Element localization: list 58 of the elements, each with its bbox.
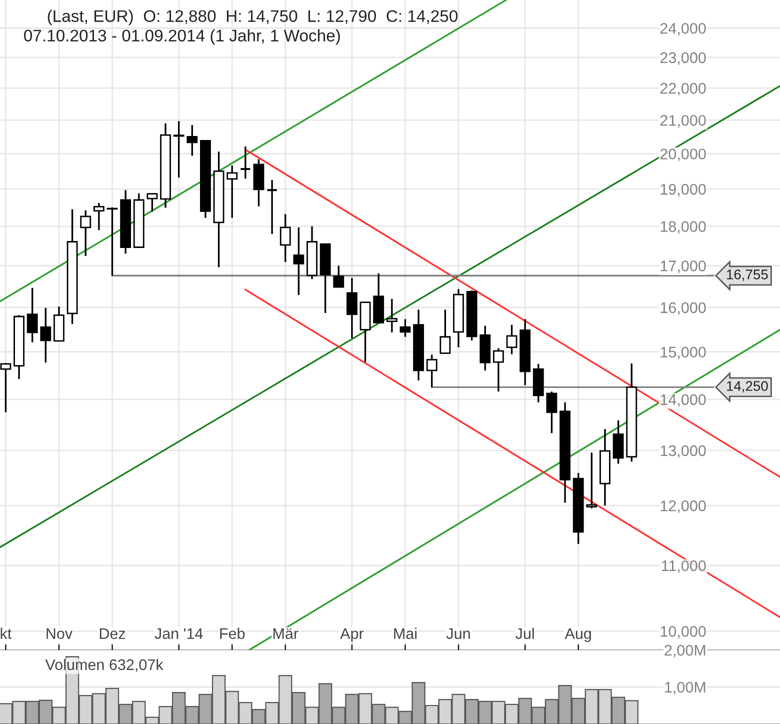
y-tick-label: 24,000: [660, 22, 706, 36]
x-tick-label: Aug: [564, 628, 591, 642]
y-tick-label: 15,000: [660, 346, 706, 360]
candlestick: [146, 192, 158, 212]
candlestick: [492, 347, 504, 392]
x-tick-label: Dez: [100, 628, 126, 639]
y-tick-label: 21,000: [660, 114, 706, 128]
candlestick: [400, 318, 411, 338]
candlestick: [226, 164, 238, 219]
candlestick: [93, 202, 104, 231]
candlestick: [266, 179, 278, 235]
candlestick: [506, 324, 518, 355]
x-tick-label: Mai: [394, 628, 416, 639]
y-tick-label: 11,000: [662, 560, 706, 573]
y-tick-label: 17,000: [660, 260, 706, 274]
candlestick: [26, 287, 38, 344]
text: Volumen 632,07k: [45, 658, 164, 672]
y-tick-label: 12,000: [660, 500, 706, 514]
annotation: 14,250: [726, 381, 768, 393]
candlestick: [173, 120, 184, 178]
candlestick: [386, 298, 398, 334]
candlestick: [40, 307, 52, 364]
y-tick-label: 10,000: [660, 626, 706, 639]
x-tick-label: Jul: [516, 628, 534, 639]
text: (Last, EUR) O: 12,880 H: 14,750 L: 12,790 C: 14,250: [48, 10, 458, 26]
y-tick-label: 16,000: [660, 302, 706, 315]
candlestick: [80, 210, 92, 257]
y-tick-label: 2,00M: [664, 644, 706, 658]
y-tick-label: 20,000: [660, 148, 706, 162]
candlestick: [240, 146, 252, 180]
x-tick-label: Nov: [46, 628, 73, 639]
text: 07.10.2013 - 01.09.2014 (1 Jahr, 1 Woche): [24, 29, 340, 45]
candlestick: [612, 420, 624, 465]
x-tick-label: Mär: [273, 628, 298, 639]
x-tick-label: Apr: [340, 628, 364, 642]
x-tick-label: kt: [0, 628, 12, 639]
y-tick-label: 1,00M: [665, 682, 706, 694]
y-tick-label: 22,000: [660, 82, 706, 96]
y-tick-label: 13,000: [660, 445, 706, 458]
annotation: 16,755: [726, 270, 768, 282]
x-tick-label: Feb: [220, 628, 245, 639]
candlestick: [346, 277, 358, 340]
candlestick: [106, 206, 118, 276]
x-tick-label: Jan '14: [154, 628, 203, 639]
y-tick-label: 19,000: [660, 184, 706, 197]
y-tick-label: 14,000: [660, 394, 706, 407]
candlestick: [440, 308, 451, 354]
candlestick: [280, 213, 291, 263]
candlestick: [546, 390, 558, 434]
candlestick: [186, 124, 198, 157]
candlestick: [333, 264, 344, 288]
x-tick-label: Jun: [446, 628, 470, 639]
candlestick: [426, 354, 438, 388]
candlestick: [586, 452, 598, 510]
y-tick-label: 18,000: [660, 221, 706, 234]
candlestick: [293, 226, 304, 296]
y-tick-label: 23,000: [660, 52, 706, 65]
candlestick: [0, 362, 12, 414]
